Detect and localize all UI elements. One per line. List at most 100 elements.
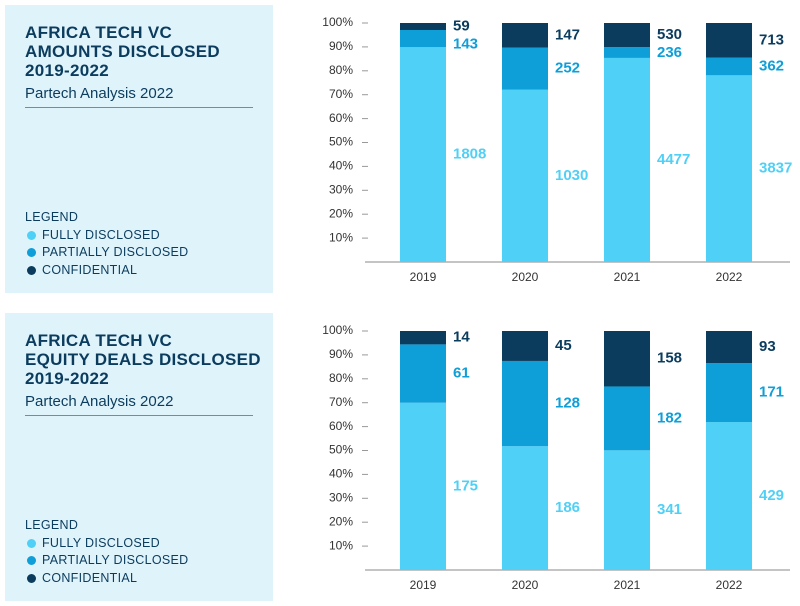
bar-segment [400, 331, 446, 345]
bar-segment [706, 57, 752, 76]
data-label: 158 [657, 350, 682, 367]
bar-segment [400, 402, 446, 570]
info-panel: AFRICA TECH VC EQUITY DEALS DISCLOSED 20… [5, 313, 273, 601]
legend: LEGEND FULLY DISCLOSED PARTIALLY DISCLOSED… [25, 517, 189, 587]
legend-marker [27, 538, 36, 548]
y-tick-label: 10% [329, 538, 353, 552]
bar-segment [706, 363, 752, 423]
bar-segment [502, 23, 548, 48]
legend-label: FULLY DISCLOSED [42, 535, 160, 550]
chart-title: AFRICA TECH VC EQUITY DEALS DISCLOSED 20… [25, 331, 261, 388]
data-label: 3837 [759, 160, 792, 177]
data-label: 4477 [657, 151, 690, 168]
legend-marker [27, 573, 36, 583]
legend-marker [27, 248, 36, 258]
bar-segment [706, 75, 752, 263]
x-tick-label: 2021 [614, 578, 641, 592]
y-tick-label: 30% [329, 182, 353, 196]
bar-segment [706, 331, 752, 364]
bar-segment [706, 23, 752, 58]
data-label: 530 [657, 26, 682, 43]
y-tick-label: 40% [329, 159, 353, 173]
y-tick-label: 70% [329, 87, 353, 101]
divider [25, 415, 253, 416]
bar-segment [400, 23, 446, 31]
legend-marker [27, 265, 36, 275]
y-tick-label: 50% [329, 443, 353, 457]
legend-label: PARTIALLY DISCLOSED [42, 553, 189, 567]
data-label: 182 [657, 409, 682, 426]
bar-segment [604, 23, 650, 48]
bar-segment [604, 386, 650, 451]
legend-item: FULLY DISCLOSED [25, 227, 189, 245]
data-label: 143 [453, 35, 478, 52]
data-label: 14 [453, 329, 470, 346]
x-tick-label: 2019 [410, 578, 437, 592]
legend-item: CONFIDENTIAL [25, 570, 189, 588]
data-label: 362 [759, 57, 784, 74]
data-label: 45 [555, 337, 572, 354]
data-label: 429 [759, 487, 784, 504]
data-label: 252 [555, 60, 580, 77]
bar-segment [604, 47, 650, 58]
data-label: 175 [453, 477, 478, 494]
chart-subtitle: Partech Analysis 2022 [25, 393, 174, 410]
y-tick-label: 100% [322, 323, 353, 337]
data-label: 59 [453, 17, 470, 34]
bar-segment [400, 47, 446, 262]
chart-subtitle: Partech Analysis 2022 [25, 85, 174, 102]
x-tick-label: 2022 [716, 270, 743, 284]
y-tick-label: 80% [329, 63, 353, 77]
bar-segment [604, 57, 650, 263]
x-tick-label: 2019 [410, 270, 437, 284]
legend-title: LEGEND [25, 210, 79, 224]
legend-item: PARTIALLY DISCLOSED [25, 552, 189, 570]
chart-title: AFRICA TECH VC AMOUNTS DISCLOSED 2019-20… [25, 23, 220, 80]
legend-label: FULLY DISCLOSED [42, 227, 160, 242]
y-tick-label: 100% [322, 15, 353, 29]
bar-segment [502, 331, 548, 361]
bar-segment [604, 331, 650, 387]
y-tick-label: 20% [329, 514, 353, 528]
y-tick-label: 70% [329, 395, 353, 409]
y-tick-label: 80% [329, 371, 353, 385]
bar-segment [604, 450, 650, 570]
y-tick-label: 90% [329, 39, 353, 53]
x-tick-label: 2020 [512, 270, 539, 284]
data-label: 186 [555, 499, 580, 516]
x-tick-label: 2021 [614, 270, 641, 284]
bar-segment [400, 30, 446, 48]
bar-segment [502, 47, 548, 90]
bar-segment [400, 344, 446, 403]
y-tick-label: 30% [329, 490, 353, 504]
y-tick-label: 90% [329, 347, 353, 361]
bar-segment [502, 360, 548, 447]
data-label: 713 [759, 31, 784, 48]
legend-label: CONFIDENTIAL [42, 262, 138, 277]
legend-item: PARTIALLY DISCLOSED [25, 244, 189, 262]
y-tick-label: 40% [329, 467, 353, 481]
y-tick-label: 10% [329, 230, 353, 244]
legend-label: CONFIDENTIAL [42, 570, 138, 585]
data-label: 236 [657, 44, 682, 61]
legend-marker [27, 556, 36, 566]
legend-item: FULLY DISCLOSED [25, 535, 189, 553]
y-tick-label: 20% [329, 206, 353, 220]
y-tick-label: 50% [329, 135, 353, 149]
legend-marker [27, 230, 36, 240]
data-label: 171 [759, 384, 784, 401]
legend-title: LEGEND [25, 518, 79, 532]
y-tick-label: 60% [329, 419, 353, 433]
legend-label: PARTIALLY DISCLOSED [42, 245, 189, 259]
legend-item: CONFIDENTIAL [25, 262, 189, 280]
x-tick-label: 2020 [512, 578, 539, 592]
data-label: 61 [453, 365, 470, 382]
data-label: 1808 [453, 145, 486, 162]
bar-segment [706, 422, 752, 570]
data-label: 128 [555, 395, 580, 412]
legend: LEGEND FULLY DISCLOSED PARTIALLY DISCLOSED… [25, 209, 189, 279]
bar-segment [502, 89, 548, 262]
x-tick-label: 2022 [716, 578, 743, 592]
